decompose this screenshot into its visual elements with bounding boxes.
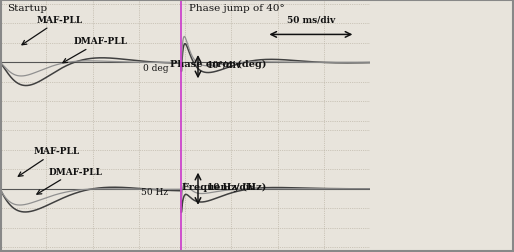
Text: DMAF-PLL: DMAF-PLL [37, 167, 102, 194]
Text: 0 deg: 0 deg [143, 64, 169, 73]
Text: Startup: Startup [7, 4, 47, 13]
Text: 50 Hz: 50 Hz [141, 187, 169, 196]
Text: 50 ms/div: 50 ms/div [287, 16, 335, 25]
Text: Frequency (Hz): Frequency (Hz) [182, 182, 266, 191]
Text: Phase jump of 40°: Phase jump of 40° [189, 4, 284, 13]
Text: 10°/div: 10°/div [207, 60, 243, 69]
Text: MAF-PLL: MAF-PLL [22, 16, 83, 46]
Text: Phase error (deg): Phase error (deg) [170, 60, 266, 69]
Text: 10 Hz/div: 10 Hz/div [207, 182, 254, 191]
Text: MAF-PLL: MAF-PLL [19, 147, 80, 177]
Text: DMAF-PLL: DMAF-PLL [63, 37, 128, 64]
